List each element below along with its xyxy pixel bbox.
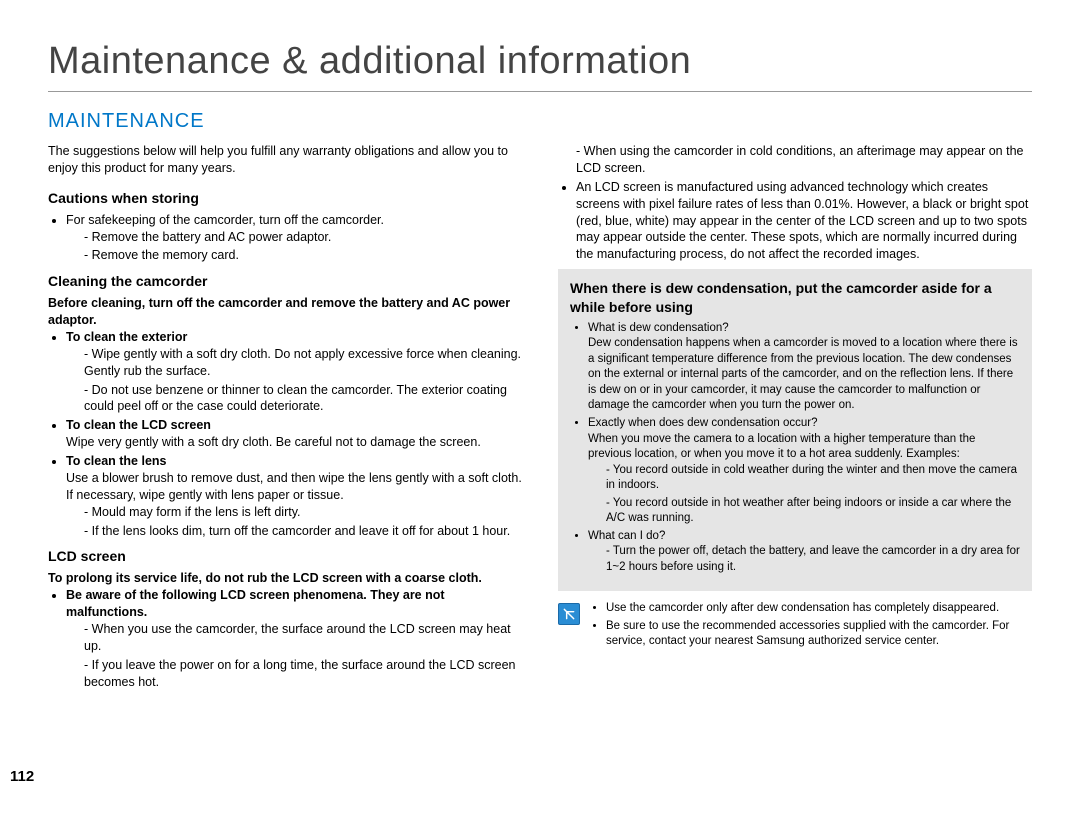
content-columns: The suggestions below will help you fulf… bbox=[48, 143, 1032, 696]
list-item: Use the camcorder only after dew condens… bbox=[606, 601, 1032, 617]
list-item: What is dew condensation? Dew condensati… bbox=[588, 321, 1020, 414]
lcd-spot-list: An LCD screen is manufactured using adva… bbox=[558, 179, 1032, 263]
list-item: If you leave the power on for a long tim… bbox=[84, 657, 522, 691]
list-item: Be aware of the following LCD screen phe… bbox=[66, 587, 522, 690]
list-text: Be aware of the following LCD screen phe… bbox=[66, 588, 445, 619]
cleaning-heading: Cleaning the camcorder bbox=[48, 272, 522, 291]
note-list: Use the camcorder only after dew condens… bbox=[590, 601, 1032, 650]
list-item: Be sure to use the recommended accessori… bbox=[606, 619, 1032, 650]
list-item: To clean the LCD screen Wipe very gently… bbox=[66, 417, 522, 451]
list-item: To clean the lens Use a blower brush to … bbox=[66, 453, 522, 539]
list-item: Mould may form if the lens is left dirty… bbox=[84, 504, 522, 521]
list-item: Wipe gently with a soft dry cloth. Do no… bbox=[84, 346, 522, 380]
list-text: To clean the exterior bbox=[66, 330, 187, 344]
list-text: To clean the LCD screen bbox=[66, 418, 211, 432]
list-text: Wipe very gently with a soft dry cloth. … bbox=[66, 434, 522, 451]
page-number: 112 bbox=[10, 768, 34, 785]
sub-list: Wipe gently with a soft dry cloth. Do no… bbox=[66, 346, 522, 416]
note-text: Use the camcorder only after dew condens… bbox=[590, 601, 1032, 656]
list-item: If the lens looks dim, turn off the camc… bbox=[84, 523, 522, 540]
cleaning-intro: Before cleaning, turn off the camcorder … bbox=[48, 295, 522, 329]
cleaning-list: To clean the exterior Wipe gently with a… bbox=[48, 329, 522, 540]
right-column: When using the camcorder in cold conditi… bbox=[558, 143, 1032, 696]
list-text: Use a blower brush to remove dust, and t… bbox=[66, 470, 522, 487]
list-text: What can I do? bbox=[588, 530, 665, 542]
section-heading: MAINTENANCE bbox=[48, 110, 1032, 133]
cautions-list: For safekeeping of the camcorder, turn o… bbox=[48, 212, 522, 265]
sub-list: Turn the power off, detach the battery, … bbox=[588, 544, 1020, 575]
list-text: If necessary, wipe gently with lens pape… bbox=[66, 487, 522, 504]
list-item: Turn the power off, detach the battery, … bbox=[606, 544, 1020, 575]
sub-list: When you use the camcorder, the surface … bbox=[66, 621, 522, 691]
list-text: Exactly when does dew condensation occur… bbox=[588, 417, 818, 429]
sub-list: Mould may form if the lens is left dirty… bbox=[66, 504, 522, 540]
list-item: To clean the exterior Wipe gently with a… bbox=[66, 329, 522, 415]
cautions-heading: Cautions when storing bbox=[48, 189, 522, 208]
note-row: Use the camcorder only after dew condens… bbox=[558, 601, 1032, 656]
list-item: An LCD screen is manufactured using adva… bbox=[576, 179, 1032, 263]
lcd-heading: LCD screen bbox=[48, 547, 522, 566]
list-text: What is dew condensation? bbox=[588, 322, 729, 334]
intro-text: The suggestions below will help you fulf… bbox=[48, 143, 522, 177]
list-text: Dew condensation happens when a camcorde… bbox=[588, 336, 1020, 414]
list-item: Exactly when does dew condensation occur… bbox=[588, 416, 1020, 527]
list-item: Do not use benzene or thinner to clean t… bbox=[84, 382, 522, 416]
sub-list: You record outside in cold weather durin… bbox=[588, 463, 1020, 527]
dew-list: What is dew condensation? Dew condensati… bbox=[570, 321, 1020, 575]
list-item: When you use the camcorder, the surface … bbox=[84, 621, 522, 655]
list-item: What can I do? Turn the power off, detac… bbox=[588, 529, 1020, 576]
lcd-intro: To prolong its service life, do not rub … bbox=[48, 570, 522, 587]
note-icon bbox=[558, 603, 580, 625]
list-item: When using the camcorder in cold conditi… bbox=[576, 143, 1032, 177]
left-column: The suggestions below will help you fulf… bbox=[48, 143, 522, 696]
lcd-list: Be aware of the following LCD screen phe… bbox=[48, 587, 522, 690]
list-text: When you move the camera to a location w… bbox=[588, 432, 1020, 463]
dew-heading: When there is dew condensation, put the … bbox=[570, 279, 1020, 317]
dew-box: When there is dew condensation, put the … bbox=[558, 269, 1032, 591]
sub-list: Remove the battery and AC power adaptor.… bbox=[66, 229, 522, 265]
list-item: You record outside in cold weather durin… bbox=[606, 463, 1020, 494]
list-text: For safekeeping of the camcorder, turn o… bbox=[66, 213, 384, 227]
lcd-cont-list: When using the camcorder in cold conditi… bbox=[558, 143, 1032, 177]
list-item: You record outside in hot weather after … bbox=[606, 496, 1020, 527]
list-item: For safekeeping of the camcorder, turn o… bbox=[66, 212, 522, 265]
list-item: Remove the memory card. bbox=[84, 247, 522, 264]
list-item: Remove the battery and AC power adaptor. bbox=[84, 229, 522, 246]
list-text: To clean the lens bbox=[66, 454, 167, 468]
page-title: Maintenance & additional information bbox=[48, 40, 1032, 92]
